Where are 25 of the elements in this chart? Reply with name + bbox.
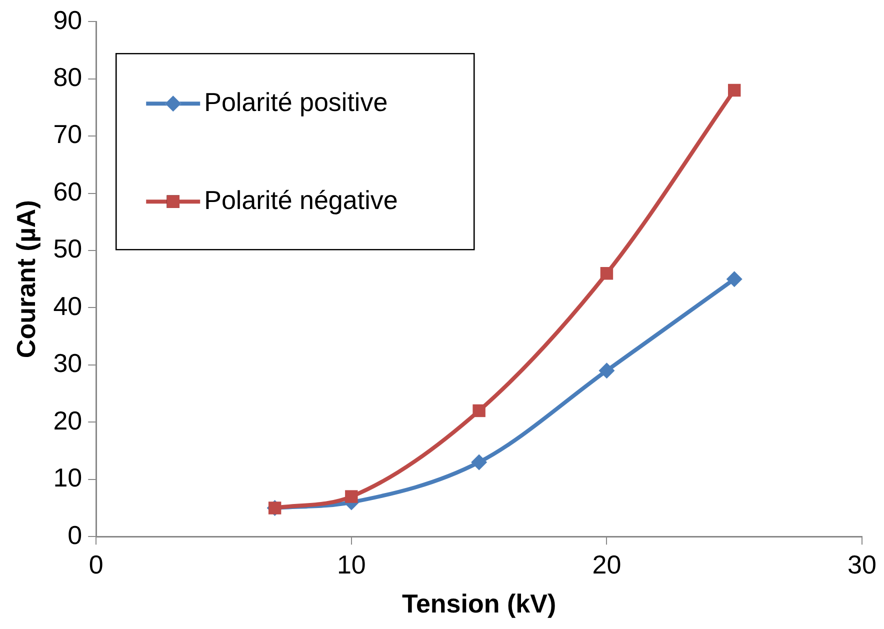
y-tick-label: 30	[53, 348, 82, 378]
x-tick-label: 30	[848, 549, 876, 580]
point	[472, 404, 486, 418]
y-tick-label: 70	[53, 119, 82, 150]
point	[726, 271, 742, 288]
point	[600, 267, 614, 280]
y-tick-label: 90	[53, 4, 82, 35]
y-tick-label: 50	[53, 234, 82, 264]
point	[598, 362, 615, 379]
y-tick-label: 80	[53, 62, 82, 92]
y-tick-label: 10	[53, 462, 82, 493]
point	[728, 84, 741, 97]
y-tick-label: 60	[53, 176, 82, 206]
point	[471, 454, 488, 470]
y-axis-title: Courant (µA)	[10, 200, 41, 358]
point	[345, 490, 358, 503]
y-tick-label: 40	[53, 290, 82, 321]
x-tick-label: 0	[88, 549, 104, 580]
y-tick-label: 20	[53, 405, 82, 436]
y-tick-label: 0	[68, 520, 82, 550]
x-axis-title: Tension (kV)	[402, 588, 556, 619]
legend-label: Polarité négative	[204, 184, 398, 215]
x-tick-label: 10	[336, 549, 366, 580]
legend-label: Polarité positive	[204, 86, 388, 117]
x-tick-label: 20	[592, 549, 622, 580]
